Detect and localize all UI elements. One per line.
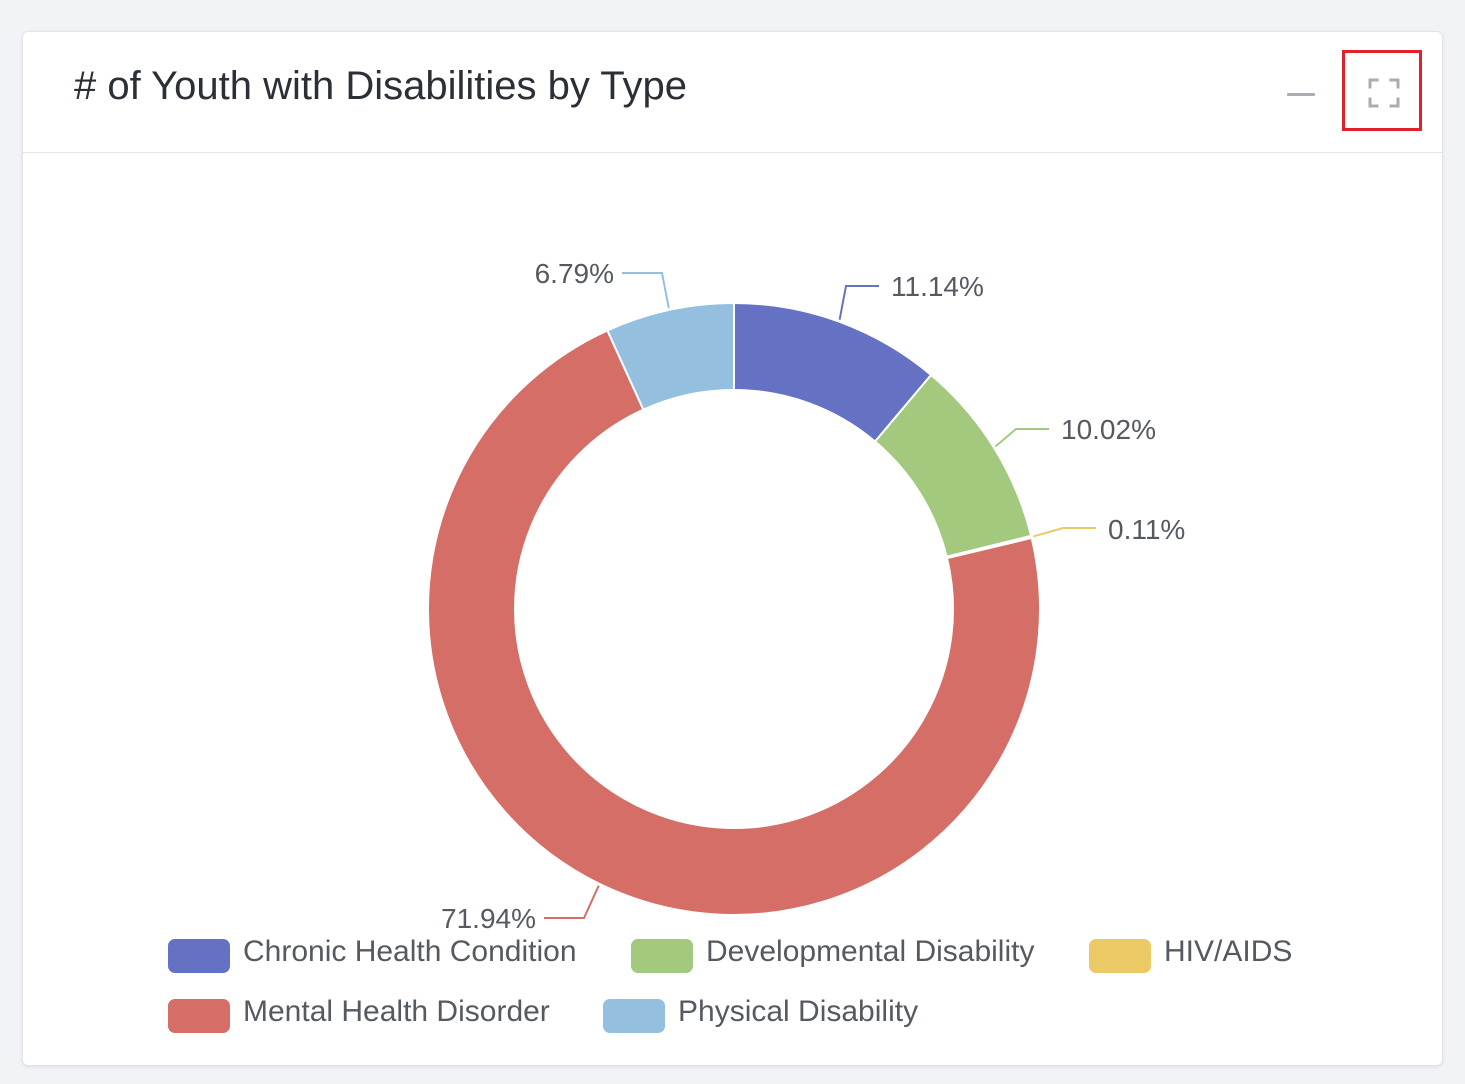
fullscreen-button[interactable]: [1342, 50, 1422, 131]
value-label-physical-disability: 6.79%: [535, 258, 614, 289]
card-header: # of Youth with Disabilities by Type: [23, 32, 1442, 153]
slice-physical-disability[interactable]: [606, 301, 735, 411]
value-label-mental-health-disorder: 71.94%: [441, 903, 536, 933]
minimize-button[interactable]: [1281, 80, 1321, 108]
leader-line-chronic-health-condition: [838, 285, 879, 320]
legend-label: Chronic Health Condition: [243, 935, 577, 968]
chart-title: # of Youth with Disabilities by Type: [74, 64, 687, 108]
leader-line-developmental-disability: [994, 428, 1049, 448]
value-label-developmental-disability: 10.02%: [1061, 414, 1156, 445]
slice-mental-health-disorder[interactable]: [426, 329, 1041, 917]
leader-line-hiv-aids: [1033, 527, 1096, 538]
chart-area: 11.14% 10.02% 0.11% 71.94% 6.79% Chronic Hea…: [23, 153, 1444, 1065]
legend-label: Physical Disability: [678, 995, 919, 1028]
donut-chart: 11.14% 10.02% 0.11% 71.94% 6.79%: [426, 258, 1185, 933]
legend-label: Mental Health Disorder: [243, 995, 550, 1028]
legend-swatch: [1089, 939, 1151, 973]
legend-swatch: [603, 999, 665, 1033]
fullscreen-icon: [1368, 78, 1400, 108]
leader-line-mental-health-disorder: [544, 885, 600, 919]
legend-swatch: [168, 939, 230, 973]
legend-label: HIV/AIDS: [1164, 935, 1293, 968]
chart-card: # of Youth with Disabilities by Type 11.…: [22, 31, 1443, 1066]
value-label-hiv-aids: 0.11%: [1108, 514, 1185, 545]
legend-swatch: [168, 999, 230, 1033]
legend-swatch: [631, 939, 693, 973]
legend-label: Developmental Disability: [706, 935, 1035, 968]
leader-line-physical-disability: [622, 272, 670, 309]
value-label-chronic-health-condition: 11.14%: [891, 271, 984, 302]
minus-icon: [1287, 93, 1315, 96]
